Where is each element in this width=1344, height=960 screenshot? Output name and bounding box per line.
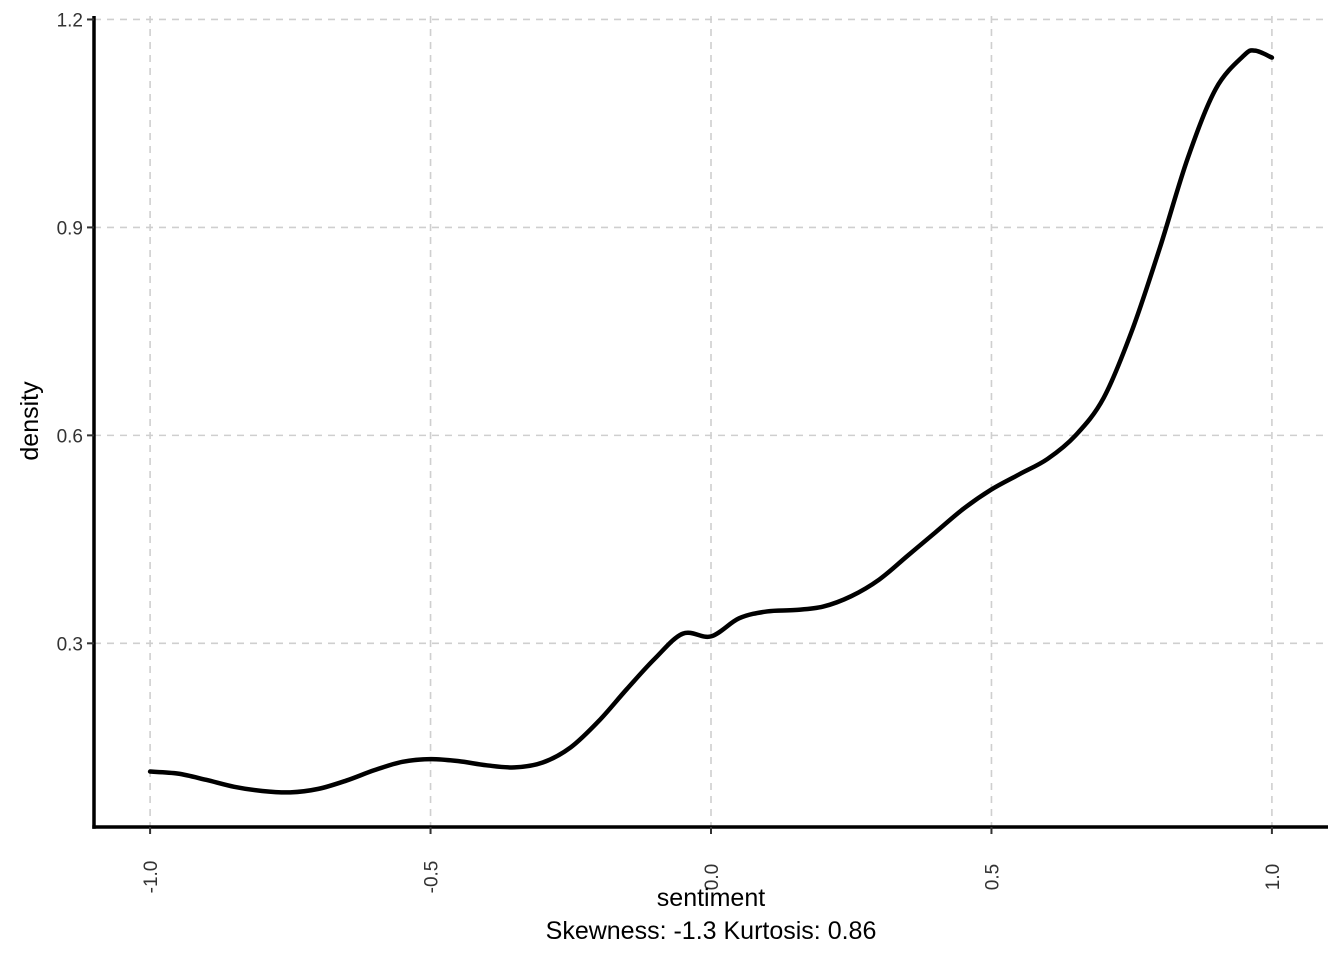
y-tick-label: 1.2 xyxy=(57,10,83,31)
y-axis-title: density xyxy=(16,381,44,461)
y-tick-label: 0.3 xyxy=(57,634,83,655)
x-tick-label: 1.0 xyxy=(1263,864,1284,890)
x-tick-label: 0.0 xyxy=(702,864,723,890)
y-tick-label: 0.9 xyxy=(57,218,83,239)
x-axis-title: sentiment xyxy=(657,884,765,912)
y-tick-label: 0.6 xyxy=(57,426,83,447)
axes xyxy=(92,16,1328,829)
x-tick-label: 0.5 xyxy=(982,864,1003,890)
plot-area xyxy=(147,48,1275,795)
y-axis-ticks: 0.3 0.6 0.9 1.2 xyxy=(57,10,94,655)
density-curve xyxy=(147,48,1275,795)
x-tick-label: -1.0 xyxy=(141,861,162,894)
grid-lines xyxy=(94,16,1328,827)
x-tick-label: -0.5 xyxy=(422,861,443,894)
chart-caption: Skewness: -1.3 Kurtosis: 0.86 xyxy=(546,917,877,945)
x-axis-ticks: -1.0 -0.5 0.0 0.5 1.0 xyxy=(141,827,1284,893)
